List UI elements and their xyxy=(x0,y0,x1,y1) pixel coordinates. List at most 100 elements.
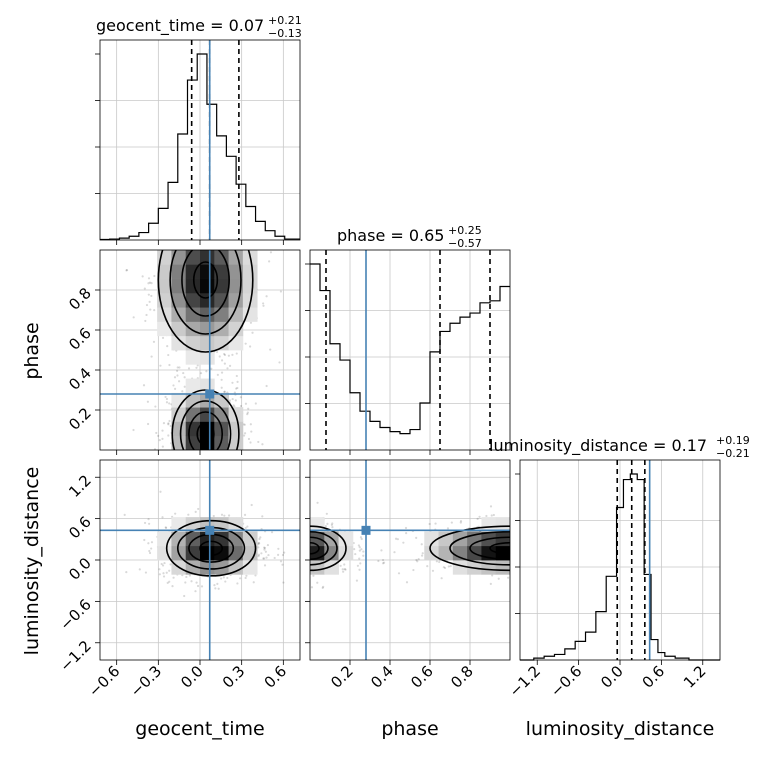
scatter-point xyxy=(268,260,271,263)
density-cell xyxy=(171,392,187,408)
scatter-point xyxy=(138,568,141,571)
density-cell xyxy=(228,545,244,561)
histogram-step-luminosity_distance xyxy=(520,473,720,661)
scatter-point xyxy=(148,300,151,303)
scatter-point xyxy=(181,390,184,393)
scatter-point xyxy=(492,513,495,517)
scatter-point xyxy=(147,518,150,521)
scatter-point xyxy=(435,560,438,563)
contour-line xyxy=(310,541,320,555)
density-cell xyxy=(200,307,215,322)
joint-panel-content xyxy=(125,250,283,450)
scatter-point xyxy=(263,564,267,567)
panel-frame xyxy=(99,459,301,661)
scatter-point xyxy=(239,404,243,408)
scatter-point xyxy=(223,353,227,357)
scatter-point xyxy=(273,556,276,560)
scatter-point xyxy=(244,576,247,580)
scatter-point xyxy=(249,345,252,348)
scatter-point xyxy=(147,542,150,545)
scatter-point xyxy=(283,551,286,554)
density-cell xyxy=(200,350,215,365)
scatter-point xyxy=(150,355,153,358)
scatter-point xyxy=(243,423,246,426)
scatter-point xyxy=(397,572,401,575)
scatter-point xyxy=(220,378,223,381)
scatter-point xyxy=(476,517,479,521)
scatter-point xyxy=(197,507,200,511)
scatter-point xyxy=(341,568,344,571)
scatter-point xyxy=(157,434,160,437)
scatter-point xyxy=(150,294,153,298)
scatter-point xyxy=(183,376,186,379)
scatter-point xyxy=(228,399,232,402)
scatter-point xyxy=(125,269,128,272)
scatter-point xyxy=(143,521,147,525)
contour-line xyxy=(157,250,254,353)
scatter-point xyxy=(169,563,172,566)
scatter-point xyxy=(381,562,385,565)
scatter-point xyxy=(239,577,242,580)
panel-frame xyxy=(309,249,511,451)
ylabel-phase: phase xyxy=(21,322,43,379)
scatter-point xyxy=(224,580,227,583)
scatter-point xyxy=(168,419,171,423)
density-cell xyxy=(200,264,215,279)
scatter-point xyxy=(282,581,285,584)
density-cell xyxy=(171,335,187,351)
scatter-point xyxy=(166,345,169,348)
scatter-point xyxy=(404,526,408,530)
scatter-point xyxy=(178,366,181,369)
density-cell xyxy=(200,560,215,575)
scatter-point xyxy=(226,576,229,580)
scatter-point xyxy=(195,581,198,584)
scatter-point xyxy=(166,581,169,584)
scatter-point xyxy=(159,364,162,367)
scatter-point xyxy=(263,548,266,551)
density-cell xyxy=(242,278,258,294)
scatter-point xyxy=(147,293,150,296)
scatter-point xyxy=(185,575,188,579)
density-cell xyxy=(200,545,215,561)
density-cell xyxy=(481,517,497,532)
scatter-point xyxy=(490,514,493,517)
scatter-point xyxy=(244,342,247,345)
scatter-point xyxy=(194,510,197,513)
scatter-point xyxy=(167,423,170,426)
scatter-point xyxy=(148,522,151,525)
scatter-point xyxy=(415,536,418,539)
scatter-point xyxy=(168,402,171,405)
scatter-point xyxy=(358,549,361,552)
scatter-point xyxy=(357,544,360,547)
scatter-point xyxy=(459,521,462,524)
scatter-point xyxy=(360,548,363,551)
scatter-point xyxy=(362,554,365,557)
scatter-point xyxy=(358,557,361,560)
scatter-point xyxy=(146,400,149,403)
scatter-point xyxy=(321,586,324,590)
scatter-point xyxy=(355,579,359,582)
scatter-point xyxy=(161,429,164,432)
scatter-point xyxy=(177,380,181,383)
scatter-point xyxy=(171,585,174,588)
scatter-point xyxy=(263,546,266,549)
density-cell xyxy=(214,292,229,308)
scatter-point xyxy=(277,553,280,556)
truth-marker xyxy=(205,389,215,399)
scatter-point xyxy=(223,390,226,393)
contour-line xyxy=(179,400,232,450)
scatter-point xyxy=(396,538,399,541)
density-cell xyxy=(495,560,510,575)
scatter-point xyxy=(182,371,185,375)
density-cell xyxy=(424,531,439,547)
title-luminosity-distance-plus: +0.19 xyxy=(716,434,750,447)
scatter-point xyxy=(443,566,447,570)
scatter-point xyxy=(216,373,219,376)
scatter-point xyxy=(161,437,164,440)
scatter-point xyxy=(172,576,175,579)
density-cell xyxy=(228,335,244,351)
scatter-point xyxy=(165,571,168,574)
title-luminosity-distance: luminosity_distance = 0.17 xyxy=(489,436,707,456)
scatter-point xyxy=(158,439,161,442)
